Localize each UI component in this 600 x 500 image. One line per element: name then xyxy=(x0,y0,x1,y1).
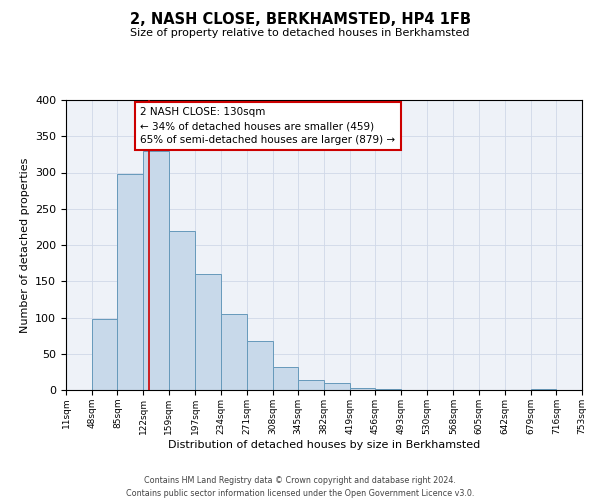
Bar xyxy=(298,380,324,390)
Bar xyxy=(272,367,298,390)
Bar xyxy=(221,314,247,390)
Text: Size of property relative to detached houses in Berkhamsted: Size of property relative to detached ho… xyxy=(130,28,470,38)
Bar xyxy=(169,230,196,390)
X-axis label: Distribution of detached houses by size in Berkhamsted: Distribution of detached houses by size … xyxy=(168,440,480,450)
Y-axis label: Number of detached properties: Number of detached properties xyxy=(20,158,29,332)
Text: Contains HM Land Registry data © Crown copyright and database right 2024.
Contai: Contains HM Land Registry data © Crown c… xyxy=(126,476,474,498)
Bar xyxy=(143,151,169,390)
Bar xyxy=(118,174,143,390)
Bar xyxy=(350,388,376,390)
Bar xyxy=(247,340,272,390)
Text: 2 NASH CLOSE: 130sqm
← 34% of detached houses are smaller (459)
65% of semi-deta: 2 NASH CLOSE: 130sqm ← 34% of detached h… xyxy=(140,108,395,146)
Bar xyxy=(324,383,350,390)
Text: 2, NASH CLOSE, BERKHAMSTED, HP4 1FB: 2, NASH CLOSE, BERKHAMSTED, HP4 1FB xyxy=(130,12,470,28)
Bar xyxy=(92,319,118,390)
Bar xyxy=(196,274,221,390)
